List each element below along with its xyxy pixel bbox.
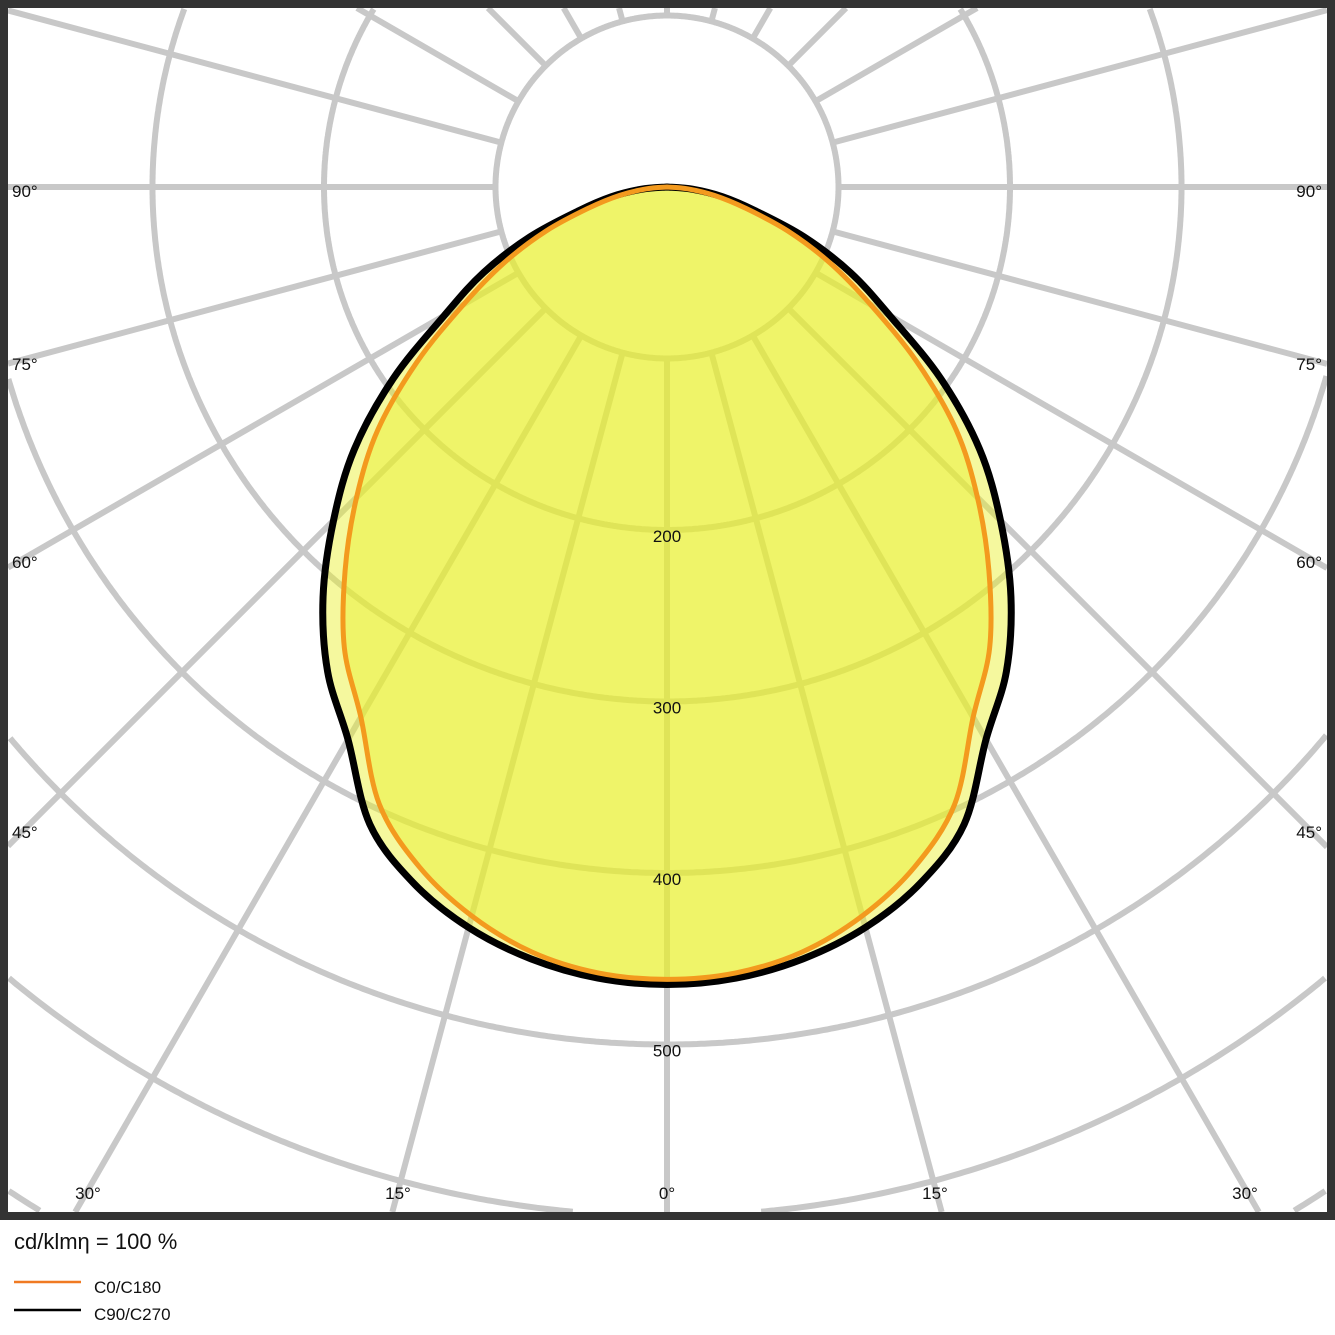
grid-spoke xyxy=(831,228,1328,367)
angle-tick-label: 45° xyxy=(1296,823,1322,842)
radial-tick-label: 400 xyxy=(653,870,681,889)
grid-ring xyxy=(1292,1188,1327,1214)
grid-spoke xyxy=(814,5,979,104)
angle-tick-label: 60° xyxy=(1296,553,1322,572)
angle-tick-labels: 30° 15° 0° 15° 30° 90° 75° 60° 45° 90° 75° 60° 45° xyxy=(12,182,1322,1203)
radial-tick-label: 300 xyxy=(653,699,681,718)
angle-tick-label: 75° xyxy=(12,355,38,374)
radial-tick-labels: 200 300 400 500 xyxy=(653,527,681,1061)
grid-ring xyxy=(7,1188,42,1214)
grid-ring xyxy=(760,975,1327,1215)
curve-fill-c90-c270 xyxy=(322,187,1012,985)
plot-frame xyxy=(0,0,1335,1220)
polar-grid xyxy=(5,5,1330,1215)
grid-spoke xyxy=(6,270,520,571)
angle-tick-label: 45° xyxy=(12,823,38,842)
grid-spoke xyxy=(355,5,520,104)
angle-tick-label: 90° xyxy=(1296,182,1322,201)
curve-c0-c180 xyxy=(340,184,994,982)
grid-ring xyxy=(321,7,1013,533)
grid-ring xyxy=(492,12,842,362)
legend-label-c90: C90/C270 xyxy=(94,1305,171,1324)
grid-spoke xyxy=(750,6,773,40)
intensity-curves xyxy=(319,183,1015,988)
curve-c90-c270 xyxy=(319,183,1015,988)
angle-tick-label: 30° xyxy=(75,1184,101,1203)
angle-tick-label: 75° xyxy=(1296,355,1322,374)
angle-tick-label: 15° xyxy=(385,1184,411,1203)
grid-ring xyxy=(7,733,1329,1048)
grid-spoke xyxy=(7,7,503,146)
grid-ring xyxy=(7,975,574,1215)
curve-fill-c0-c180 xyxy=(342,187,992,980)
radial-tick-label: 500 xyxy=(653,1042,681,1061)
grid-spoke xyxy=(561,6,584,40)
grid-spoke xyxy=(485,5,548,68)
unit-label: cd/klmη = 100 % xyxy=(14,1229,177,1254)
grid-spoke xyxy=(708,351,945,1213)
grid-spoke xyxy=(389,351,626,1213)
angle-tick-label: 15° xyxy=(922,1184,948,1203)
angle-tick-label: 0° xyxy=(659,1184,675,1203)
legend-label-c0: C0/C180 xyxy=(94,1278,161,1297)
grid-ring xyxy=(149,7,1185,705)
angle-tick-label: 60° xyxy=(12,553,38,572)
grid-spoke xyxy=(7,228,503,367)
angle-tick-label: 30° xyxy=(1232,1184,1258,1203)
grid-spoke xyxy=(786,5,849,68)
radial-tick-label: 200 xyxy=(653,527,681,546)
grid-spoke xyxy=(831,7,1328,146)
grid-ring xyxy=(5,375,1330,876)
grid-spoke xyxy=(786,306,1330,850)
grid-spoke xyxy=(814,270,1329,571)
legend: C0/C180 C90/C270 xyxy=(14,1278,171,1324)
angle-tick-label: 90° xyxy=(12,182,38,201)
grid-spoke xyxy=(5,306,548,849)
